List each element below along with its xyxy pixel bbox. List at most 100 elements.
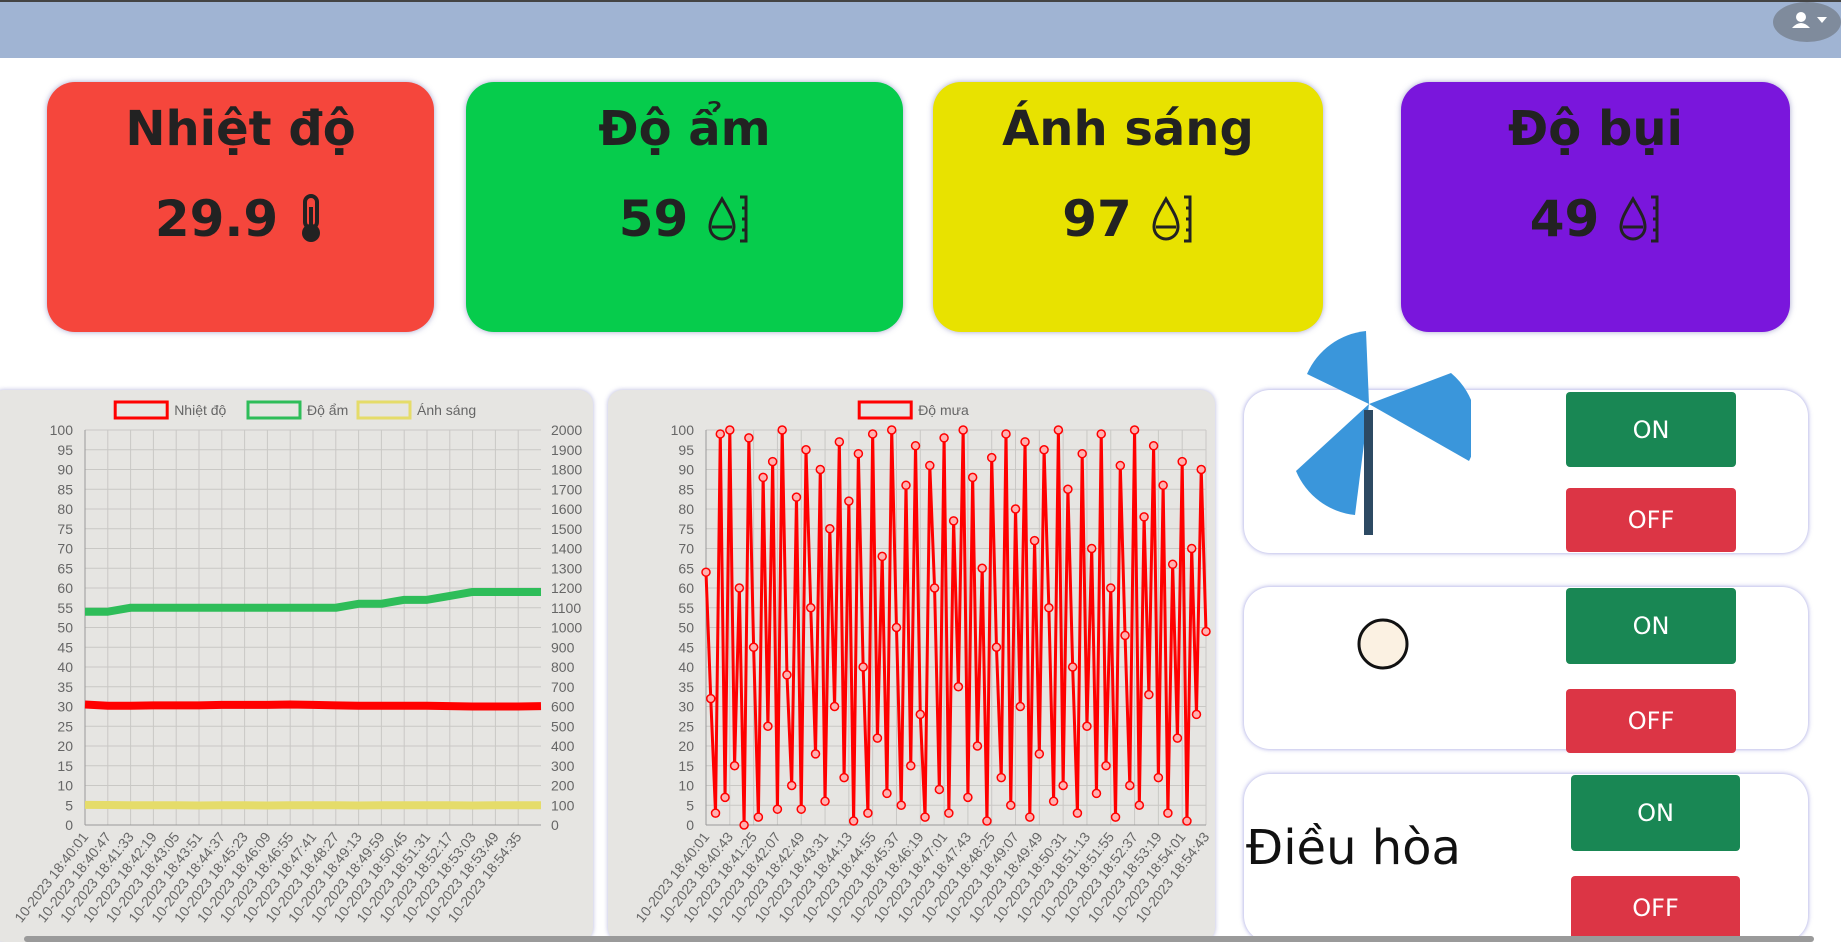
y-tick-label: 90 bbox=[57, 462, 73, 478]
card-title: Độ ẩm bbox=[598, 101, 771, 157]
y-tick-label: 15 bbox=[678, 758, 694, 774]
data-point bbox=[1177, 456, 1187, 467]
data-point bbox=[1039, 445, 1049, 455]
thermometer-icon bbox=[302, 194, 321, 242]
data-point bbox=[720, 792, 730, 803]
legend-label: Nhiệt độ bbox=[174, 402, 226, 418]
legend-swatch bbox=[113, 400, 169, 420]
data-point bbox=[996, 772, 1006, 783]
y-tick-label: 60 bbox=[678, 580, 694, 596]
y-tick-label: 25 bbox=[678, 718, 694, 734]
data-point bbox=[796, 804, 806, 814]
y-tick-label: 75 bbox=[57, 521, 73, 537]
off-button[interactable]: OFF bbox=[1571, 876, 1740, 940]
y-tick-label: 75 bbox=[678, 521, 694, 537]
data-point bbox=[710, 808, 721, 818]
data-point bbox=[791, 492, 802, 502]
card: Độ ẩm 59 bbox=[466, 82, 903, 332]
off-button[interactable]: OFF bbox=[1566, 689, 1736, 753]
data-point bbox=[739, 820, 749, 830]
y2-tick-label: 0 bbox=[551, 817, 559, 833]
data-point bbox=[1182, 816, 1192, 826]
on-button[interactable]: ON bbox=[1566, 588, 1736, 664]
card-title: Ánh sáng bbox=[1002, 101, 1254, 157]
chart-panel bbox=[0, 390, 593, 942]
y-tick-label: 95 bbox=[57, 442, 73, 458]
series-line bbox=[84, 800, 541, 810]
card: Nhiệt độ 29.9 bbox=[47, 82, 434, 332]
data-point bbox=[1196, 464, 1206, 475]
user-icon bbox=[1792, 12, 1827, 28]
y-tick-label: 50 bbox=[678, 620, 694, 636]
card: Ánh sáng 97 bbox=[933, 82, 1323, 332]
y-tick-label: 80 bbox=[57, 501, 73, 517]
data-point bbox=[986, 452, 997, 463]
on-button[interactable]: ON bbox=[1571, 775, 1740, 851]
data-point bbox=[1048, 796, 1059, 807]
data-point bbox=[839, 772, 849, 783]
humidity-icon bbox=[708, 195, 748, 243]
y2-tick-label: 1500 bbox=[551, 521, 582, 537]
y-tick-label: 40 bbox=[57, 659, 73, 675]
data-point bbox=[882, 788, 892, 799]
y2-tick-label: 800 bbox=[551, 659, 575, 675]
y-tick-label: 15 bbox=[57, 758, 73, 774]
data-point bbox=[867, 429, 878, 439]
y-tick-label: 45 bbox=[678, 639, 694, 655]
card-title: Độ bụi bbox=[1508, 101, 1683, 157]
y2-tick-label: 2000 bbox=[551, 422, 582, 438]
data-point bbox=[844, 496, 854, 506]
y-tick-label: 10 bbox=[57, 778, 73, 794]
y-tick-label: 55 bbox=[57, 600, 73, 616]
data-point bbox=[829, 701, 840, 712]
off-button[interactable]: OFF bbox=[1566, 488, 1736, 552]
y2-tick-label: 1900 bbox=[551, 442, 582, 458]
y-tick-label: 100 bbox=[671, 422, 695, 438]
y2-tick-label: 1700 bbox=[551, 481, 582, 497]
data-point bbox=[1058, 780, 1068, 791]
y-tick-label: 70 bbox=[678, 541, 694, 557]
data-point bbox=[1191, 709, 1202, 720]
data-point bbox=[763, 721, 773, 731]
data-point bbox=[863, 808, 873, 818]
data-point bbox=[977, 563, 987, 573]
data-point bbox=[982, 816, 992, 826]
y-tick-label: 40 bbox=[678, 659, 694, 675]
data-point bbox=[1172, 733, 1183, 743]
y-tick-label: 0 bbox=[65, 817, 73, 833]
data-point bbox=[1025, 812, 1035, 822]
y2-tick-label: 1100 bbox=[551, 600, 581, 616]
humidity-icon bbox=[1152, 195, 1192, 243]
card-value: 97 bbox=[1062, 190, 1132, 248]
data-point bbox=[1006, 800, 1016, 810]
y-tick-label: 5 bbox=[686, 797, 694, 813]
y-tick-label: 90 bbox=[678, 462, 694, 478]
data-point bbox=[834, 437, 845, 447]
data-point bbox=[1158, 480, 1168, 491]
y2-tick-label: 100 bbox=[551, 797, 575, 813]
on-button[interactable]: ON bbox=[1566, 392, 1736, 467]
data-point bbox=[967, 472, 978, 483]
data-point bbox=[1086, 543, 1097, 554]
data-point bbox=[786, 780, 797, 791]
scrollbar[interactable] bbox=[24, 936, 1814, 942]
ac-label: Điều hòa bbox=[1246, 820, 1461, 876]
data-point bbox=[1010, 504, 1021, 514]
y-tick-label: 20 bbox=[57, 738, 73, 754]
legend-swatch bbox=[857, 400, 913, 420]
card-value: 29.9 bbox=[154, 190, 279, 248]
data-point bbox=[777, 425, 787, 435]
data-point bbox=[701, 567, 711, 577]
data-point bbox=[729, 761, 740, 771]
y2-tick-label: 1800 bbox=[551, 462, 582, 478]
data-point bbox=[815, 464, 826, 475]
y-tick-label: 70 bbox=[57, 541, 73, 557]
data-point bbox=[1139, 512, 1149, 522]
series-line bbox=[85, 587, 541, 616]
user-menu[interactable] bbox=[1773, 2, 1841, 42]
data-point bbox=[958, 425, 968, 435]
data-point bbox=[991, 642, 1002, 652]
y-tick-label: 65 bbox=[678, 560, 694, 576]
data-point bbox=[1053, 425, 1064, 435]
data-point bbox=[744, 433, 754, 443]
